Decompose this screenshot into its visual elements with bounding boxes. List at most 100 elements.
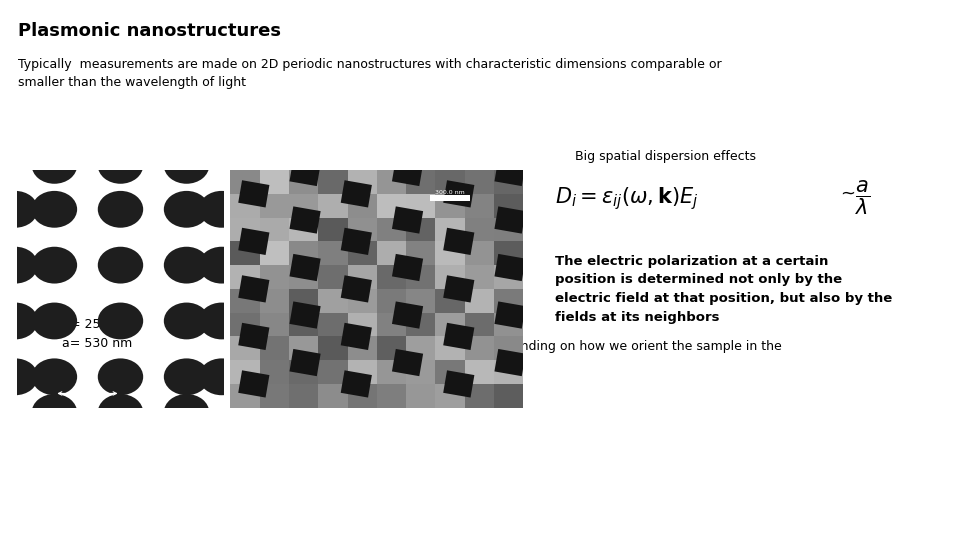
Bar	[376, 170, 406, 194]
Bar	[230, 170, 259, 194]
Polygon shape	[392, 349, 423, 376]
Ellipse shape	[0, 302, 37, 339]
Bar	[348, 170, 376, 194]
Polygon shape	[341, 180, 372, 207]
Bar	[289, 194, 319, 218]
Polygon shape	[444, 323, 474, 350]
Ellipse shape	[199, 191, 244, 228]
Ellipse shape	[199, 302, 244, 339]
Bar	[230, 289, 259, 313]
Bar	[319, 241, 348, 265]
Bar	[435, 241, 465, 265]
Ellipse shape	[98, 147, 143, 184]
Text: ~: ~	[840, 185, 855, 203]
Bar	[406, 265, 435, 289]
Bar	[230, 336, 259, 360]
Ellipse shape	[0, 191, 37, 228]
Bar	[406, 218, 435, 241]
Bar	[348, 360, 376, 384]
Polygon shape	[392, 206, 423, 234]
Bar	[406, 289, 435, 313]
Bar	[259, 384, 289, 408]
Bar	[435, 360, 465, 384]
Bar	[435, 313, 465, 336]
Bar	[376, 360, 406, 384]
Ellipse shape	[32, 191, 77, 228]
Bar	[319, 289, 348, 313]
Bar	[319, 265, 348, 289]
Text: Typically  measurements are made on 2D periodic nanostructures with characterist: Typically measurements are made on 2D pe…	[18, 58, 722, 89]
Polygon shape	[238, 323, 270, 350]
Ellipse shape	[32, 147, 77, 184]
Bar	[435, 384, 465, 408]
Bar	[376, 313, 406, 336]
Ellipse shape	[164, 359, 209, 395]
Ellipse shape	[32, 359, 77, 395]
Polygon shape	[444, 370, 474, 397]
Bar	[376, 336, 406, 360]
Polygon shape	[341, 323, 372, 350]
Bar	[435, 194, 465, 218]
Bar	[435, 289, 465, 313]
Bar	[493, 289, 523, 313]
Bar	[465, 218, 493, 241]
Bar	[406, 170, 435, 194]
Bar	[493, 336, 523, 360]
Polygon shape	[392, 254, 423, 281]
Bar	[319, 336, 348, 360]
Bar	[493, 265, 523, 289]
Bar	[376, 289, 406, 313]
Bar	[259, 360, 289, 384]
Bar	[348, 313, 376, 336]
Bar	[406, 313, 435, 336]
Bar	[376, 265, 406, 289]
Polygon shape	[444, 228, 474, 255]
Bar	[493, 313, 523, 336]
Bar	[348, 336, 376, 360]
Polygon shape	[341, 275, 372, 302]
Bar	[348, 289, 376, 313]
Bar	[435, 265, 465, 289]
Bar	[230, 313, 259, 336]
Bar	[289, 241, 319, 265]
Bar	[348, 384, 376, 408]
Ellipse shape	[164, 147, 209, 184]
Bar	[259, 194, 289, 218]
Bar	[406, 336, 435, 360]
Bar	[406, 384, 435, 408]
Bar	[348, 218, 376, 241]
Bar	[493, 384, 523, 408]
Polygon shape	[341, 228, 372, 255]
Bar	[493, 218, 523, 241]
Bar	[435, 336, 465, 360]
Bar	[465, 336, 493, 360]
Ellipse shape	[199, 359, 244, 395]
Bar	[493, 241, 523, 265]
Ellipse shape	[98, 191, 143, 228]
Ellipse shape	[32, 302, 77, 339]
Bar	[319, 313, 348, 336]
Polygon shape	[238, 275, 270, 302]
Polygon shape	[494, 159, 526, 186]
Polygon shape	[290, 206, 321, 234]
Polygon shape	[290, 301, 321, 329]
Polygon shape	[494, 349, 526, 376]
Bar	[406, 360, 435, 384]
Polygon shape	[444, 275, 474, 302]
Polygon shape	[238, 370, 270, 397]
Bar	[259, 289, 289, 313]
Bar	[230, 360, 259, 384]
Polygon shape	[494, 301, 526, 329]
Text: d= 250 nm
a= 530 nm: d= 250 nm a= 530 nm	[62, 318, 132, 350]
Ellipse shape	[0, 247, 37, 284]
Bar	[376, 241, 406, 265]
Text: Plasmonic nanostructures: Plasmonic nanostructures	[18, 22, 281, 40]
Bar	[493, 170, 523, 194]
Bar	[289, 218, 319, 241]
Bar	[259, 336, 289, 360]
Text: The electric polarization at a certain
position is determined not only by the
el: The electric polarization at a certain p…	[555, 255, 892, 323]
Bar	[376, 194, 406, 218]
Text: $D_i = \varepsilon_{ij}(\omega, \mathbf{k})E_j$: $D_i = \varepsilon_{ij}(\omega, \mathbf{…	[555, 185, 699, 212]
Polygon shape	[494, 254, 526, 281]
Bar	[465, 384, 493, 408]
